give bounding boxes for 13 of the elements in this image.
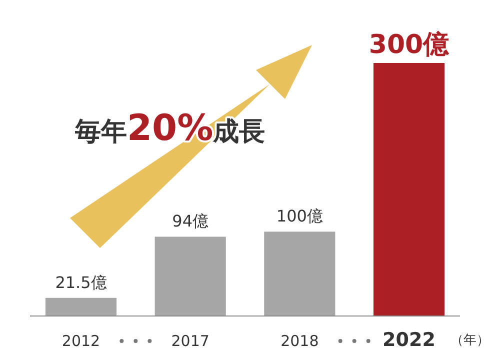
data-label: 300億 xyxy=(368,30,450,60)
data-label: 94億 xyxy=(172,212,209,231)
bar xyxy=(154,236,226,316)
x-tick-label: 2022 xyxy=(382,329,436,351)
bar xyxy=(373,63,445,316)
x-tick-label: 2017 xyxy=(171,332,210,350)
data-label: 100億 xyxy=(276,206,323,226)
x-axis-title: （年） xyxy=(450,333,490,348)
x-tick-label: 2018 xyxy=(280,332,319,350)
bar xyxy=(45,298,117,316)
x-tick-label: 2012 xyxy=(62,332,100,350)
data-label: 21.5億 xyxy=(55,272,107,292)
bar xyxy=(264,232,336,316)
